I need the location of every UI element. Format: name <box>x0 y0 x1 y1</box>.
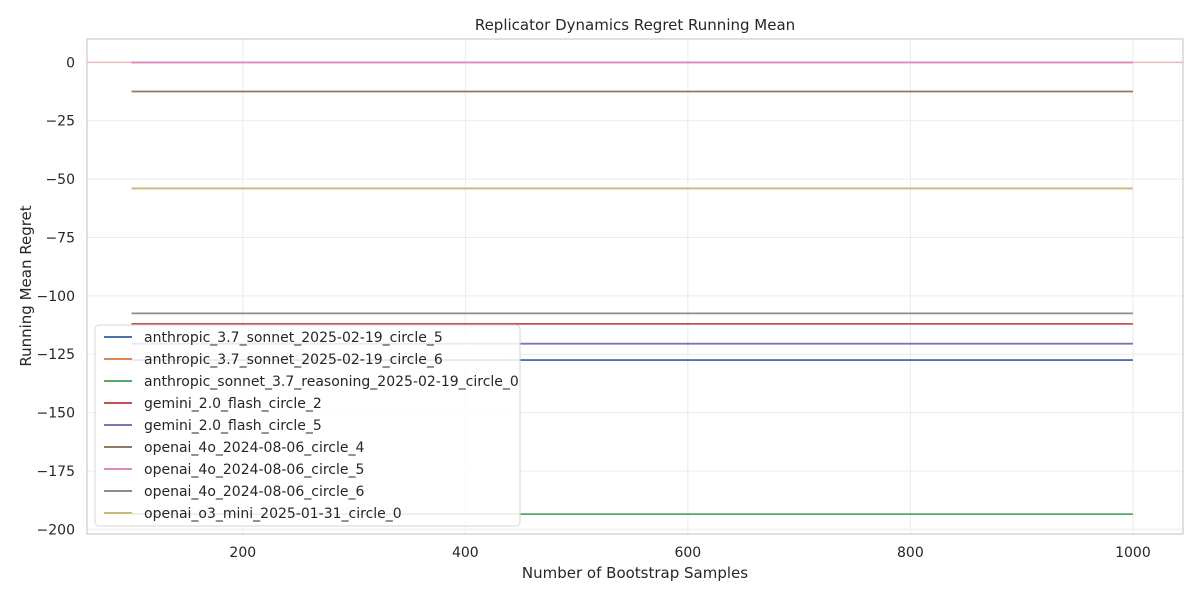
plot-frame <box>86 38 1184 535</box>
legend-label: anthropic_3.7_sonnet_2025-02-19_circle_6 <box>144 352 443 368</box>
chart-title: Replicator Dynamics Regret Running Mean <box>475 16 795 34</box>
y-tick-label: −175 <box>37 464 75 480</box>
y-tick-labels: 0 −25 −50 −75 −100 −125 −150 −175 −200 <box>37 55 75 538</box>
y-tick-label: −25 <box>45 114 75 130</box>
x-axis-title: Number of Bootstrap Samples <box>522 564 748 582</box>
legend-box <box>94 324 521 527</box>
legend-label: anthropic_3.7_sonnet_2025-02-19_circle_5 <box>144 330 443 346</box>
x-tick-labels: 200 400 600 800 1000 <box>229 545 1150 561</box>
legend-label: gemini_2.0_flash_circle_2 <box>144 396 322 412</box>
x-tick-label: 400 <box>452 545 479 561</box>
y-tick-label: −100 <box>37 289 75 305</box>
series-lines <box>131 61 1133 516</box>
y-tick-label: −75 <box>45 230 75 246</box>
y-tick-label: −150 <box>37 406 75 422</box>
legend-label: openai_4o_2024-08-06_circle_5 <box>144 462 364 478</box>
x-tick-label: 800 <box>897 545 924 561</box>
x-tick-label: 600 <box>674 545 701 561</box>
legend: anthropic_3.7_sonnet_2025-02-19_circle_5… <box>94 324 521 527</box>
y-tick-label: −50 <box>45 172 75 188</box>
legend-label: openai_o3_mini_2025-01-31_circle_0 <box>144 506 402 522</box>
legend-label: openai_4o_2024-08-06_circle_6 <box>144 484 364 500</box>
y-tick-label: −125 <box>37 347 75 363</box>
y-tick-label: −200 <box>37 522 75 538</box>
y-tick-label: 0 <box>66 55 75 71</box>
legend-label: gemini_2.0_flash_circle_5 <box>144 418 322 434</box>
y-axis-title: Running Mean Regret <box>17 205 35 366</box>
x-tick-label: 200 <box>229 545 256 561</box>
legend-label: openai_4o_2024-08-06_circle_4 <box>144 440 364 456</box>
x-tick-label: 1000 <box>1115 545 1151 561</box>
legend-label: anthropic_sonnet_3.7_reasoning_2025-02-1… <box>144 374 519 390</box>
